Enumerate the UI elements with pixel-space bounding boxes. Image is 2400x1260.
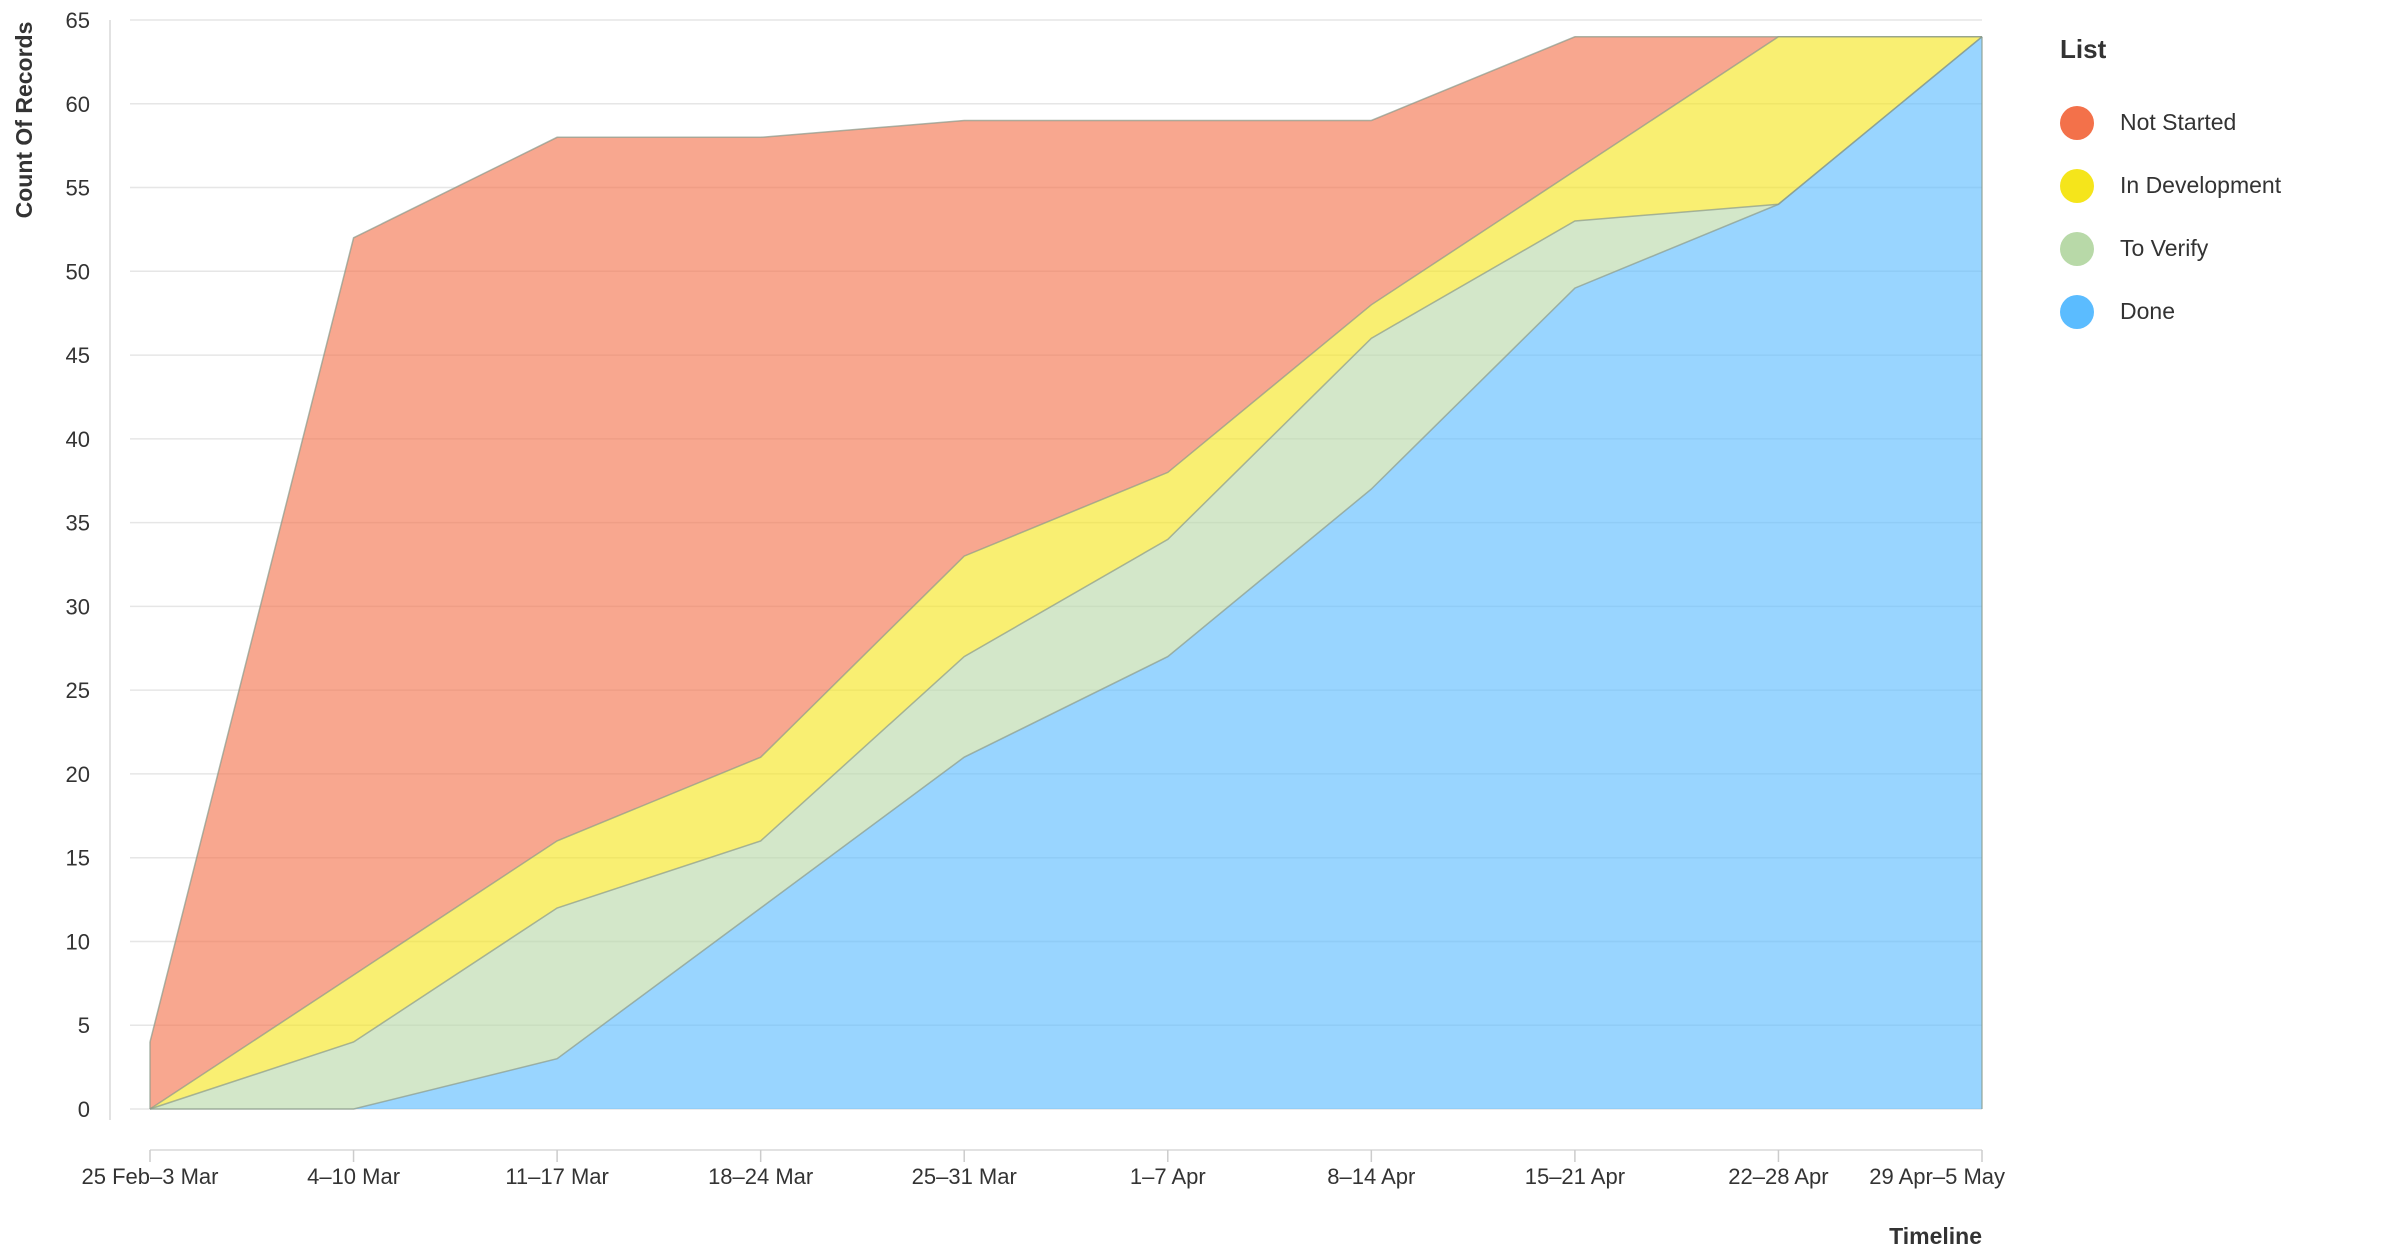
x-tick-label: 25 Feb–3 Mar — [82, 1164, 219, 1189]
y-tick-label: 55 — [66, 176, 90, 201]
series-line-not-started — [149, 36, 1982, 1043]
legend-label: In Development — [2120, 172, 2282, 198]
legend-title: List — [2060, 34, 2107, 64]
x-tick-label: 25–31 Mar — [912, 1164, 1017, 1189]
x-tick-labels: 25 Feb–3 Mar 4–10 Mar 11–17 Mar 18–24 Mar 25… — [82, 1150, 2005, 1189]
series-line-to-verify — [149, 36, 1983, 1110]
y-tick-label: 15 — [66, 846, 90, 871]
y-tick-label: 45 — [66, 343, 90, 368]
y-tick-label: 20 — [66, 762, 90, 787]
y-tick-label: 0 — [78, 1097, 90, 1122]
y-tick-label: 25 — [66, 678, 90, 703]
y-tick-label: 5 — [78, 1013, 90, 1038]
legend-swatch-done — [2060, 294, 2094, 329]
legend-label: Done — [2120, 298, 2175, 324]
axes — [109, 20, 1982, 1151]
x-tick-label: 29 Apr–5 May — [1869, 1164, 2005, 1189]
x-tick-label: 15–21 Apr — [1525, 1164, 1625, 1189]
x-tick-label: 22–28 Apr — [1728, 1164, 1828, 1189]
series-line-done — [150, 36, 1983, 1110]
area-not-started — [150, 36, 1982, 1109]
y-tick-label: 40 — [66, 427, 90, 452]
y-tick-label: 50 — [66, 259, 90, 284]
y-tick-label: 65 — [66, 8, 90, 33]
y-tick-label: 35 — [66, 511, 90, 536]
area-done — [150, 36, 1982, 1109]
y-tick-label: 30 — [66, 594, 90, 619]
stacked-areas — [149, 36, 1983, 1110]
x-tick-label: 8–14 Apr — [1327, 1164, 1415, 1189]
x-axis-title: Timeline — [1889, 1223, 1982, 1249]
legend: List Not Started In Development To Verif… — [2060, 34, 2390, 343]
legend-swatch-not-started — [2060, 105, 2094, 140]
x-tick-label: 18–24 Mar — [708, 1164, 813, 1189]
legend-swatch-in-development — [2060, 168, 2094, 203]
legend-item-not-started[interactable]: Not Started — [2060, 91, 2390, 154]
y-tick-labels: 0 5 10 15 20 25 30 35 40 45 50 55 60 65 — [66, 8, 90, 1122]
y-axis-title: Count Of Records — [11, 22, 37, 219]
legend-label: To Verify — [2120, 235, 2209, 261]
legend-swatch-to-verify — [2060, 231, 2094, 266]
legend-label: Not Started — [2120, 109, 2237, 135]
x-tick-label: 11–17 Mar — [505, 1164, 609, 1189]
series-line-in-development — [149, 36, 1982, 1110]
area-in-development — [150, 36, 1982, 1109]
legend-item-in-development[interactable]: In Development — [2060, 154, 2390, 217]
area-to-verify — [150, 36, 1982, 1109]
x-tick-label: 4–10 Mar — [307, 1164, 400, 1189]
y-tick-label: 60 — [66, 92, 90, 117]
x-tick-label: 1–7 Apr — [1130, 1164, 1206, 1189]
y-tick-label: 10 — [66, 929, 90, 954]
legend-item-done[interactable]: Done — [2060, 280, 2390, 343]
legend-item-to-verify[interactable]: To Verify — [2060, 217, 2390, 280]
